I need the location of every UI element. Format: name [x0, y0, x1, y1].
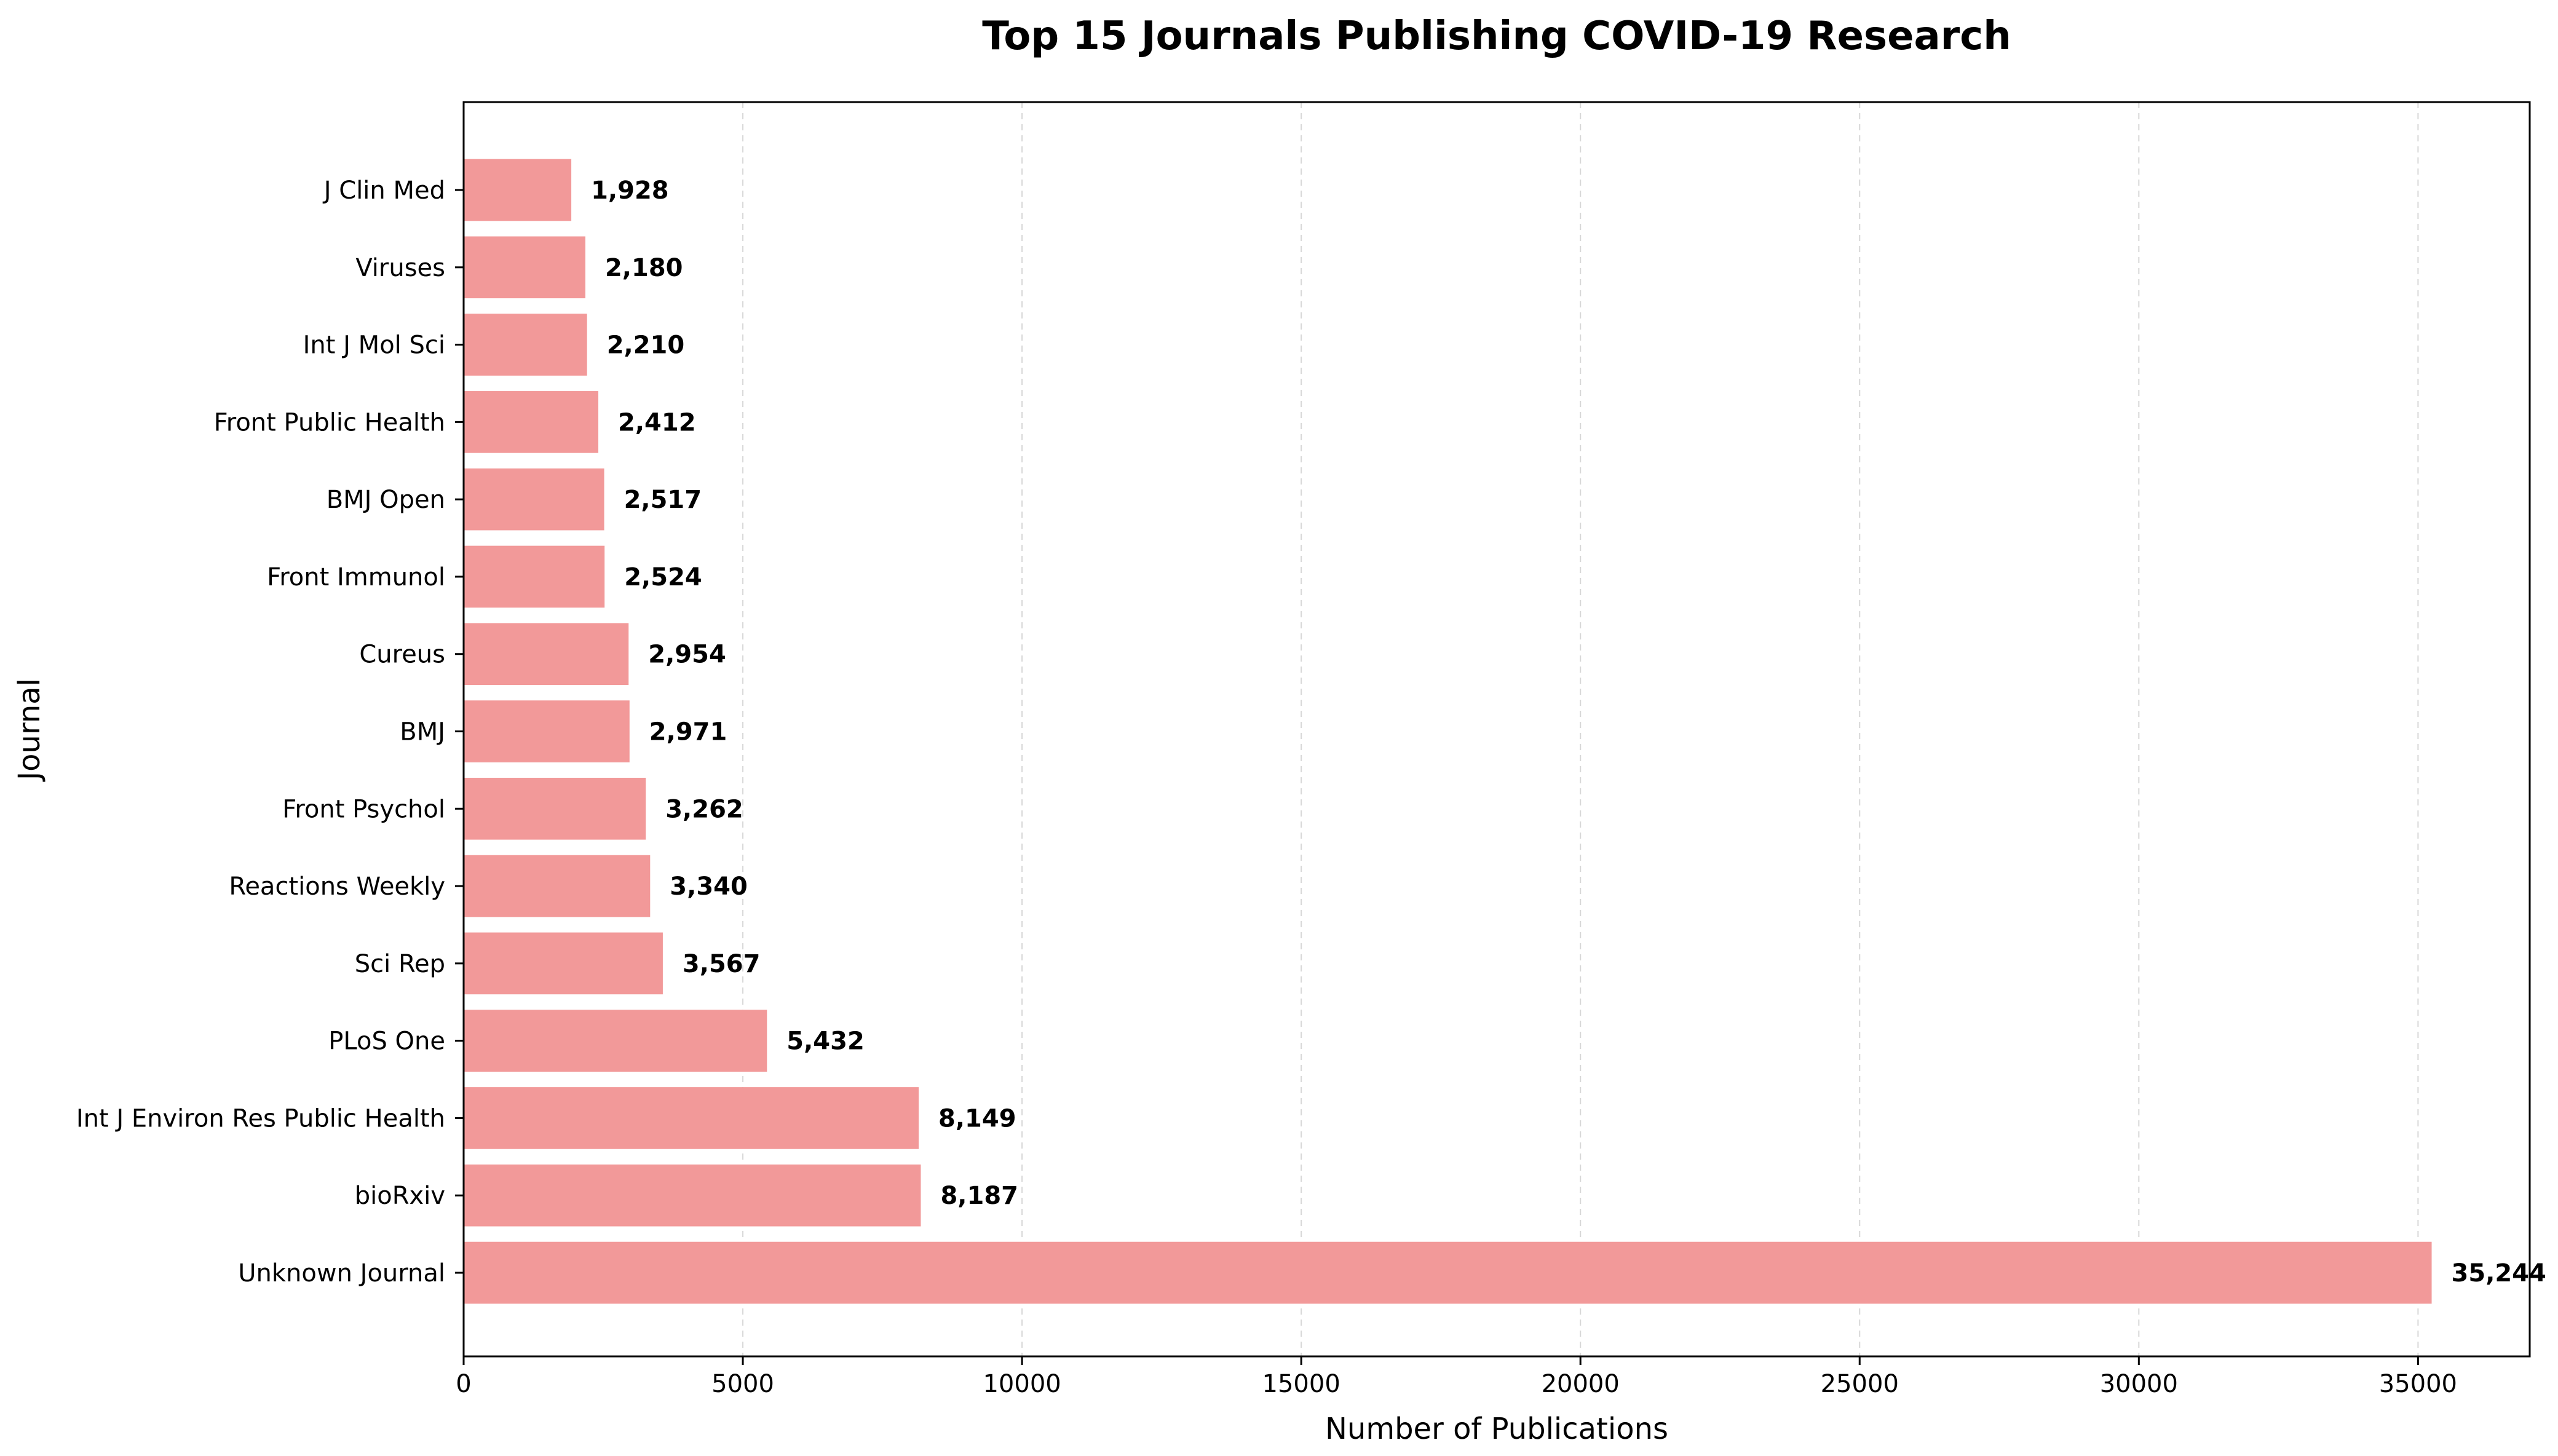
bar-value-label: 3,340	[670, 872, 748, 901]
bar-value-label: 2,210	[607, 331, 685, 360]
bar	[464, 468, 604, 531]
x-axis-ticks: 0 5000 10000 15000 20000 25000 30000 35000	[456, 1356, 2457, 1398]
bar	[464, 700, 630, 762]
bar	[464, 1087, 919, 1149]
y-tick-label: Int J Mol Sci	[303, 331, 445, 360]
chart-title: Top 15 Journals Publishing COVID-19 Rese…	[982, 14, 2011, 59]
x-tick-label: 35000	[2379, 1370, 2457, 1398]
bar-value-label: 35,244	[2452, 1259, 2546, 1288]
bar-value-label: 8,149	[938, 1104, 1016, 1133]
bar-value-label: 1,928	[591, 176, 669, 205]
value-labels: 35,244 8,187 8,149 5,432 3,567 3,340 3,262 2,97…	[591, 176, 2546, 1288]
x-tick-label: 25000	[1821, 1370, 1899, 1398]
bar-value-label: 5,432	[786, 1027, 865, 1056]
bar	[464, 391, 599, 453]
bar	[464, 545, 605, 608]
y-tick-label: Viruses	[355, 254, 445, 282]
x-tick-label: 15000	[1262, 1370, 1340, 1398]
y-tick-label: bioRxiv	[355, 1182, 445, 1210]
bar-value-label: 3,567	[683, 950, 761, 978]
bar	[464, 855, 651, 917]
y-tick-label: Front Public Health	[214, 408, 445, 437]
bar	[464, 1164, 921, 1227]
bar-value-label: 2,954	[648, 641, 726, 669]
y-tick-label: J Clin Med	[322, 176, 445, 205]
bar	[464, 314, 587, 376]
bar-value-label: 2,517	[624, 486, 702, 514]
bar	[464, 236, 585, 299]
y-tick-label: Reactions Weekly	[229, 872, 445, 901]
y-tick-label: Int J Environ Res Public Health	[76, 1104, 445, 1133]
x-tick-label: 0	[456, 1370, 471, 1398]
bar-value-label: 2,412	[618, 408, 696, 437]
y-axis-label: Journal	[12, 678, 47, 782]
bar-value-label: 2,971	[649, 718, 727, 746]
x-tick-label: 30000	[2100, 1370, 2178, 1398]
y-tick-label: BMJ	[400, 718, 445, 746]
bar-value-label: 8,187	[940, 1182, 1018, 1210]
bar-value-label: 2,524	[624, 563, 702, 592]
bar	[464, 623, 629, 686]
y-axis-ticks: Unknown Journal bioRxiv Int J Environ Res …	[76, 176, 464, 1288]
bar	[464, 932, 663, 995]
y-tick-label: BMJ Open	[327, 486, 445, 514]
y-tick-label: Front Immunol	[267, 563, 445, 592]
bar	[464, 159, 572, 221]
plot-frame	[462, 101, 2531, 1358]
y-tick-label: Sci Rep	[355, 950, 445, 978]
y-tick-label: Cureus	[359, 641, 445, 669]
bars	[464, 159, 2432, 1304]
x-tick-label: 10000	[983, 1370, 1061, 1398]
bar-value-label: 2,180	[605, 254, 683, 282]
x-axis-label: Number of Publications	[1325, 1412, 1668, 1446]
bar	[464, 1241, 2432, 1304]
x-tick-label: 5000	[711, 1370, 774, 1398]
y-tick-label: PLoS One	[328, 1027, 445, 1056]
bar	[464, 777, 646, 840]
y-tick-label: Front Psychol	[282, 795, 445, 823]
bar-value-label: 3,262	[665, 795, 743, 823]
x-tick-label: 20000	[1542, 1370, 1620, 1398]
y-tick-label: Unknown Journal	[238, 1259, 445, 1288]
bar	[464, 1010, 767, 1072]
